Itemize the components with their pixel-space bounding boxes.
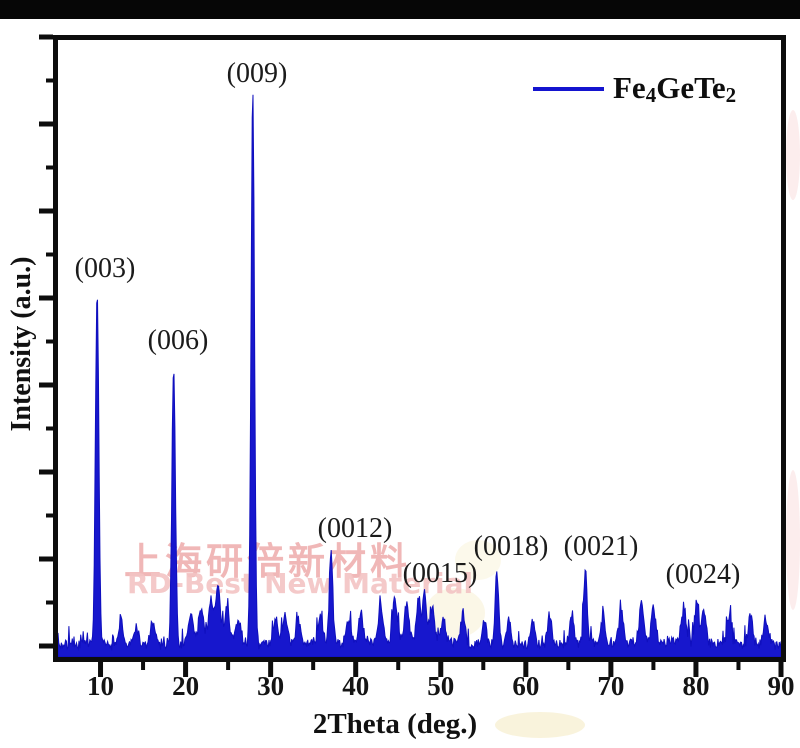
x-tick-label-90: 90 bbox=[767, 671, 795, 701]
watermark-text-english: RD-Best New Material bbox=[127, 567, 474, 600]
peak-label-0024: (0024) bbox=[665, 559, 741, 590]
x-tick-label-60: 60 bbox=[512, 671, 540, 701]
peak-label-009: (009) bbox=[226, 58, 288, 89]
x-tick-label-50: 50 bbox=[427, 671, 455, 701]
peak-label-0018: (0018) bbox=[473, 531, 549, 562]
x-axis-title: 2Theta (deg.) bbox=[312, 708, 478, 740]
peak-label-0015: (0015) bbox=[402, 558, 478, 589]
x-tick-label-20: 20 bbox=[172, 671, 200, 701]
legend: Fe4GeTe2 bbox=[533, 72, 736, 106]
x-tick-label-80: 80 bbox=[682, 671, 710, 701]
peak-label-0012: (0012) bbox=[317, 513, 393, 544]
x-tick-label-70: 70 bbox=[597, 671, 625, 701]
peak-label-006: (006) bbox=[147, 325, 209, 356]
x-tick-label-10: 10 bbox=[87, 671, 115, 701]
peak-label-0021: (0021) bbox=[563, 531, 639, 562]
legend-label: Fe4GeTe2 bbox=[613, 70, 737, 107]
x-tick-label-30: 30 bbox=[257, 671, 285, 701]
peak-label-003: (003) bbox=[74, 253, 136, 284]
top-black-bar bbox=[0, 0, 800, 19]
legend-line-sample bbox=[533, 87, 604, 91]
y-axis-title: Intensity (a.u.) bbox=[6, 256, 37, 432]
x-tick-label-40: 40 bbox=[342, 671, 370, 701]
